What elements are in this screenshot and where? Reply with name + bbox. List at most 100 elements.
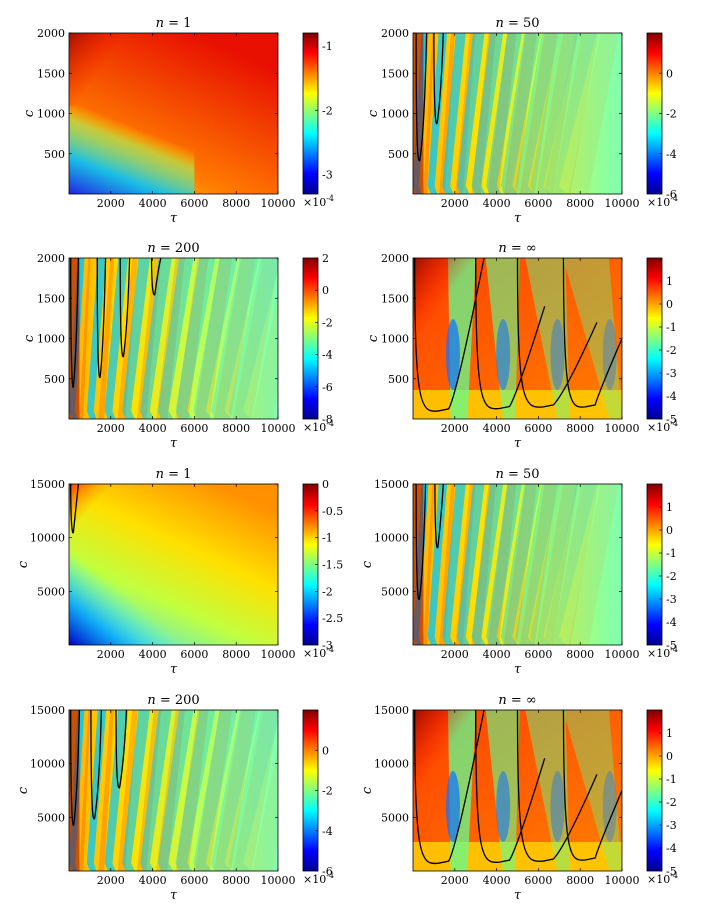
x-tick-label: 4000 — [483, 874, 511, 887]
colorbar-tick-label: -3 — [666, 819, 677, 832]
x-tick-label: 10000 — [261, 197, 296, 210]
field-low-ridge — [86, 710, 107, 871]
zero-contour — [414, 709, 485, 865]
colorbar-frame — [646, 257, 663, 420]
zero-contour — [562, 257, 623, 408]
y-tick-label: 500 — [44, 148, 65, 161]
x-tick-label: 10000 — [605, 197, 640, 210]
field-low-ridge — [515, 33, 560, 194]
chart-title: n = 1 — [156, 467, 192, 482]
colorbar-multiplier: ×10-4 — [303, 194, 334, 209]
zero-contour — [115, 709, 128, 789]
colorbar-tick-label: -2 — [666, 796, 677, 809]
colorbar-tick-label: -1 — [666, 321, 677, 334]
x-tick-label: 8000 — [566, 648, 594, 661]
colorbar-multiplier: ×10-4 — [647, 871, 678, 886]
y-tick-label: 15000 — [30, 478, 65, 491]
field-low-ridge — [427, 484, 448, 645]
heatmap-field — [69, 710, 278, 871]
field-low-ridge — [86, 258, 107, 419]
field-high-ridge — [487, 484, 517, 645]
x-axis-label: τ — [170, 436, 178, 451]
field-low-ridge — [515, 484, 560, 645]
field-high-ridge — [519, 33, 558, 194]
y-tick-label: 5000 — [381, 585, 409, 598]
field-high-region — [413, 710, 476, 799]
panel-3: n = 200 2000 4000 6000 8000 10000 500 1000 1500 2… — [22, 241, 334, 451]
colorbar — [647, 710, 662, 871]
colorbar-tick-label: 0 — [666, 298, 673, 311]
x-tick-label: 2000 — [97, 648, 125, 661]
field-high-ridge — [252, 292, 278, 419]
field-low-ridge — [157, 710, 194, 871]
field-low-band — [496, 771, 511, 843]
colorbar-tick-label: -2 — [322, 104, 333, 117]
heatmap-field — [413, 33, 622, 194]
zero-contour — [475, 709, 546, 864]
field-low-ridge — [211, 710, 260, 871]
x-tick-label: 2000 — [97, 197, 125, 210]
x-tick-label: 6000 — [180, 648, 208, 661]
heatmap-field — [413, 484, 622, 645]
zero-contour — [70, 709, 81, 826]
x-tick-label: 10000 — [261, 648, 296, 661]
colorbar-frame — [646, 483, 663, 646]
field-low-ridge — [486, 484, 522, 645]
zero-contour — [434, 483, 444, 549]
colorbar-tick-label: -1 — [666, 773, 677, 786]
x-tick-label: 8000 — [566, 422, 594, 435]
zero-contour — [150, 257, 162, 296]
field-low-ridge — [427, 33, 448, 194]
colorbar — [647, 258, 662, 419]
panel-1: n = 1 2000 4000 6000 8000 10000 500 1000 1500 200… — [22, 16, 334, 226]
colorbar — [303, 258, 318, 419]
field-low-ridge — [175, 258, 216, 419]
heatmap-field — [69, 33, 278, 194]
plot-frame — [68, 709, 279, 872]
colorbar-tick-label: -5 — [666, 639, 677, 652]
field-high-edge — [413, 33, 424, 194]
field-high-ridge — [536, 33, 578, 194]
colorbar — [303, 33, 318, 194]
field-low-ridge — [500, 33, 541, 194]
y-tick-label: 15000 — [374, 704, 409, 717]
field-high-ridge — [175, 710, 209, 871]
x-axis-label: τ — [514, 662, 522, 677]
x-tick-label: 6000 — [180, 874, 208, 887]
field-low-ridge — [104, 710, 129, 871]
y-tick-label: 10000 — [374, 532, 409, 545]
x-tick-label: 2000 — [97, 422, 125, 435]
x-tick-label: 8000 — [566, 874, 594, 887]
field-high-ridge — [439, 33, 455, 194]
y-axis-label: c — [360, 786, 375, 794]
field-high-ridge — [194, 710, 233, 871]
colorbar-tick-label: -2 — [322, 785, 333, 798]
zero-contour — [433, 32, 444, 125]
field-high-ridge — [252, 744, 278, 871]
field-low-ridge — [122, 710, 150, 871]
colorbar-tick-label: 0 — [666, 67, 673, 80]
field-low-ridge — [175, 710, 216, 871]
field-low-ridge — [486, 33, 522, 194]
field-low-ridge — [104, 258, 129, 419]
colorbar-tick-label: -3 — [322, 169, 333, 182]
field-low-ridge — [442, 33, 466, 194]
colorbar-tick-label: -2 — [322, 316, 333, 329]
field-low-ridge — [500, 484, 541, 645]
chart-title: n = 50 — [495, 16, 539, 31]
y-tick-label: 10000 — [374, 758, 409, 771]
field-high-edge — [69, 258, 80, 419]
y-tick-label: 2000 — [37, 27, 65, 40]
field-high-ridge — [439, 484, 455, 645]
colorbar-tick-label: -3 — [666, 593, 677, 606]
x-tick-label: 10000 — [261, 422, 296, 435]
field-low-band — [413, 842, 622, 871]
x-tick-label: 6000 — [180, 422, 208, 435]
colorbar-multiplier: ×10-4 — [647, 419, 678, 434]
y-tick-label: 1000 — [37, 333, 65, 346]
zero-contour — [70, 483, 80, 534]
y-tick-label: 1000 — [381, 108, 409, 121]
x-tick-label: 10000 — [605, 422, 640, 435]
colorbar-tick-label: -1.5 — [322, 559, 343, 572]
zero-contour — [562, 709, 623, 861]
